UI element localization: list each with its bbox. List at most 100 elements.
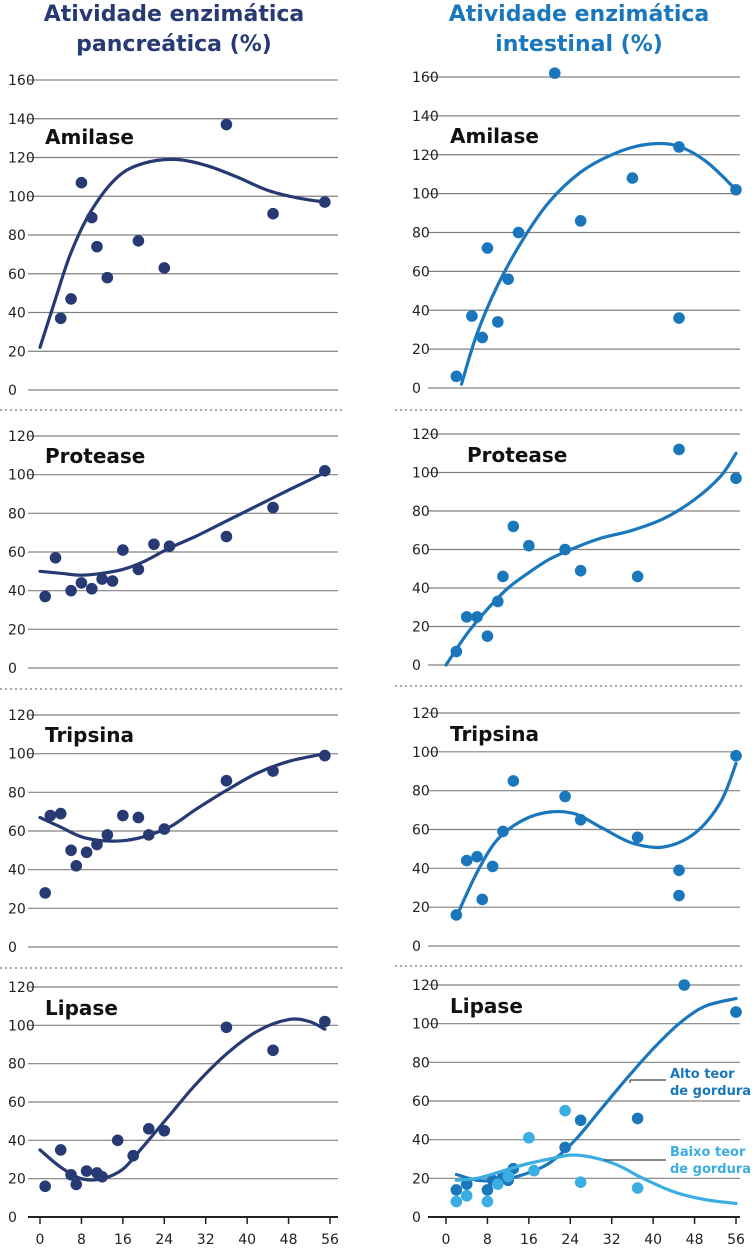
data-point <box>502 273 514 285</box>
data-point <box>481 242 494 254</box>
y-tick-label: 60 <box>412 1094 430 1110</box>
data-point <box>319 1015 331 1028</box>
data-point <box>267 501 279 514</box>
annotation-high-fat-1: Alto teor <box>670 1067 735 1082</box>
data-point <box>54 1144 67 1156</box>
y-tick-label: 60 <box>412 823 430 839</box>
x-tick-label: 40 <box>238 1232 256 1248</box>
data-point <box>65 1169 77 1181</box>
data-point <box>75 176 88 189</box>
x-tick-label: 40 <box>644 1232 662 1248</box>
data-point <box>673 141 685 153</box>
y-tick-label: 40 <box>8 584 26 600</box>
y-tick-label: 60 <box>8 1095 26 1111</box>
pancreatic-column-title: Atividade enzimática pancreática (%) <box>0 0 363 60</box>
x-tick-label: 48 <box>280 1232 298 1248</box>
data-point <box>91 838 103 851</box>
data-point <box>486 860 499 873</box>
y-tick-label: 0 <box>412 658 421 674</box>
y-tick-label: 20 <box>8 344 26 360</box>
y-tick-label: 80 <box>412 504 430 520</box>
x-tick-label: 0 <box>442 1232 451 1248</box>
y-tick-label: 20 <box>8 622 26 638</box>
data-point <box>491 316 504 328</box>
data-point <box>148 538 160 551</box>
y-tick-label: 140 <box>412 109 439 125</box>
x-tick-label: 8 <box>483 1232 492 1248</box>
data-point <box>101 829 114 841</box>
x-tick-label: 24 <box>155 1232 173 1248</box>
data-point <box>39 1180 51 1193</box>
data-point <box>70 860 83 872</box>
data-point <box>158 1124 171 1137</box>
data-point <box>631 1112 644 1125</box>
data-point <box>220 774 233 787</box>
data-point <box>80 1165 93 1177</box>
data-point <box>574 215 587 227</box>
data-point <box>673 443 685 456</box>
trend-line <box>459 141 738 386</box>
y-tick-label: 120 <box>412 427 439 443</box>
data-point <box>471 850 483 863</box>
pancreatic-title-line2: pancreática (%) <box>76 32 272 57</box>
data-point <box>220 530 233 543</box>
data-point <box>512 226 525 239</box>
y-tick-label: 20 <box>412 620 430 636</box>
data-point <box>491 1178 504 1190</box>
y-tick-label: 80 <box>8 506 26 522</box>
data-point <box>559 790 571 803</box>
x-tick-label: 48 <box>686 1232 704 1248</box>
data-point <box>471 611 483 623</box>
panel-title: Lipase <box>450 994 523 1018</box>
data-point <box>528 1164 540 1177</box>
data-point <box>96 573 108 585</box>
y-tick-label: 0 <box>8 1210 17 1226</box>
data-point <box>220 118 233 131</box>
data-point <box>481 1184 494 1196</box>
data-point <box>163 540 176 552</box>
data-point <box>574 813 587 826</box>
data-point <box>476 893 489 906</box>
y-tick-label: 0 <box>412 1210 421 1226</box>
data-point <box>142 1123 155 1135</box>
trend-line <box>454 761 738 919</box>
data-point <box>574 564 587 577</box>
y-tick-label: 60 <box>8 824 26 840</box>
data-point <box>476 331 489 344</box>
y-tick-label: 60 <box>412 264 430 280</box>
y-tick-label: 160 <box>8 73 35 89</box>
y-tick-label: 120 <box>412 148 439 164</box>
panel-title: Protease <box>45 444 145 468</box>
data-point <box>460 611 473 623</box>
intestinal-column-title: Atividade enzimática intestinal (%) <box>390 0 756 60</box>
data-point <box>450 645 463 658</box>
data-point <box>631 570 644 583</box>
y-tick-label: 40 <box>412 303 430 319</box>
data-point <box>49 552 62 564</box>
y-tick-label: 20 <box>8 901 26 917</box>
x-tick-label: 56 <box>727 1232 745 1248</box>
data-point <box>502 1170 514 1183</box>
trend-line <box>38 752 327 843</box>
data-point <box>507 520 520 533</box>
data-point <box>65 293 77 305</box>
data-point <box>523 539 535 552</box>
data-point <box>111 1134 124 1147</box>
data-point <box>460 1189 473 1202</box>
trend-line <box>38 157 327 349</box>
panel-title: Tripsina <box>450 722 539 746</box>
data-point <box>39 590 51 603</box>
data-point <box>631 1182 644 1194</box>
data-point <box>460 854 473 867</box>
data-point <box>523 1131 535 1144</box>
y-tick-label: 60 <box>8 267 26 283</box>
data-point <box>673 312 685 324</box>
data-point <box>559 543 571 556</box>
y-tick-label: 0 <box>412 381 421 397</box>
x-tick-label: 32 <box>603 1232 621 1248</box>
data-point <box>481 630 494 642</box>
panel-title: Protease <box>467 443 567 467</box>
y-tick-label: 80 <box>8 228 26 244</box>
data-point <box>507 775 520 787</box>
